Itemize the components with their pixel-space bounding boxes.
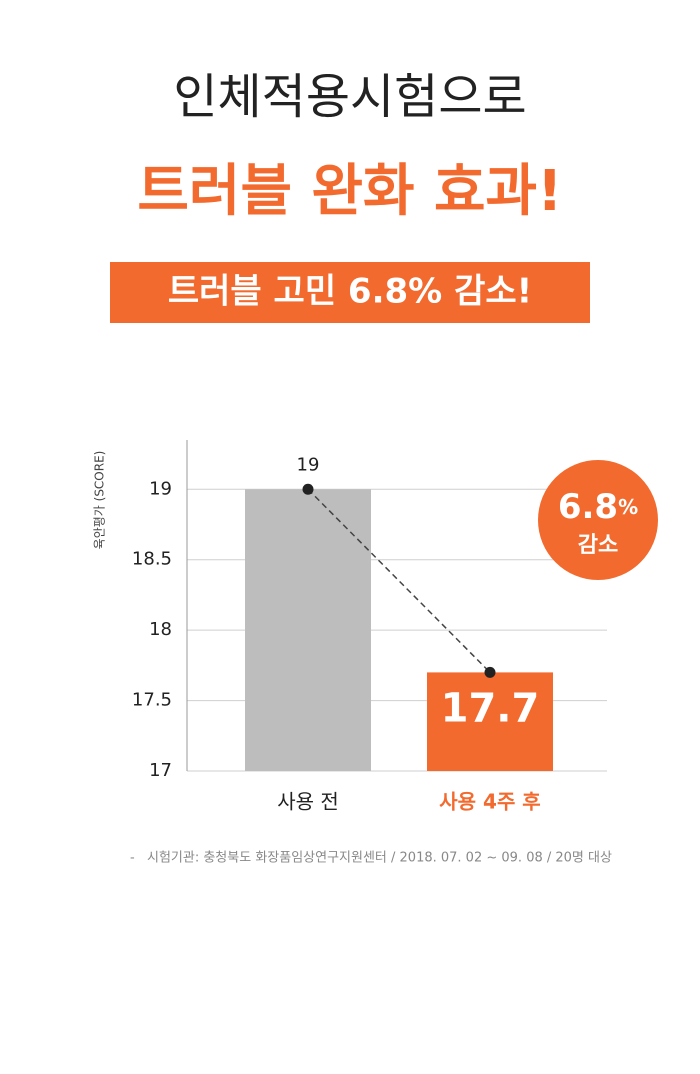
badge-text: 감소 bbox=[578, 533, 618, 558]
badge-unit: % bbox=[618, 495, 638, 519]
y-tick-label: 18.5 bbox=[132, 549, 172, 570]
y-tick-label: 17.5 bbox=[132, 690, 172, 711]
badge-bg bbox=[538, 460, 658, 580]
y-tick-label: 19 bbox=[149, 478, 172, 499]
data-label: 19 bbox=[297, 454, 320, 475]
x-tick-label: 사용 전 bbox=[277, 790, 339, 814]
title: 인체적용시험으로 bbox=[173, 69, 526, 125]
x-tick-label: 사용 4주 후 bbox=[439, 790, 540, 814]
footnote: 시험기관: 충청북도 화장품임상연구지원센터 / 2018. 07. 02 ~ … bbox=[147, 851, 612, 866]
badge-number: 6.8 bbox=[558, 487, 618, 527]
subtitle: 트러블 완화 효과! bbox=[137, 159, 562, 224]
footnote-marker: - bbox=[130, 851, 135, 866]
y-tick-label: 17 bbox=[149, 760, 172, 781]
bar bbox=[245, 489, 371, 771]
y-tick-label: 18 bbox=[149, 619, 172, 640]
badge-value: 6.8% bbox=[558, 487, 638, 527]
trend-line bbox=[307, 488, 491, 673]
point bbox=[484, 666, 496, 678]
bar bbox=[427, 672, 553, 771]
data-label: 17.7 bbox=[441, 685, 540, 731]
banner-bg bbox=[110, 262, 590, 323]
y-axis-label: 육안평가 (SCORE) bbox=[93, 451, 107, 550]
banner: 트러블 고민 6.8% 감소! bbox=[168, 272, 532, 312]
point bbox=[302, 483, 314, 495]
